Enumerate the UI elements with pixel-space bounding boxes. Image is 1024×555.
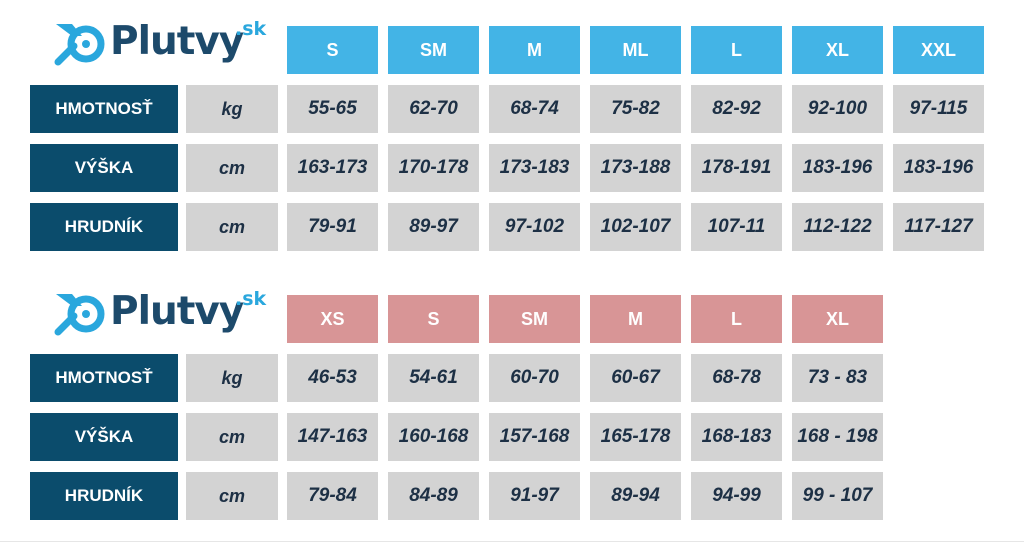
table-cell: 157-168 <box>489 413 580 461</box>
table-cell: 99 - 107 <box>792 472 883 520</box>
row-label-height: VÝŠKA <box>30 144 178 192</box>
table-cell: 62-70 <box>388 85 479 133</box>
size-header: XL <box>792 26 883 74</box>
table-cell: 73 - 83 <box>792 354 883 402</box>
table-cell: 170-178 <box>388 144 479 192</box>
table-cell: 173-188 <box>590 144 681 192</box>
row-unit: kg <box>186 85 278 133</box>
table-cell: 165-178 <box>590 413 681 461</box>
fin-logo-icon <box>54 24 105 66</box>
table-cell: 163-173 <box>287 144 378 192</box>
size-header: L <box>691 26 782 74</box>
size-header: SM <box>489 295 580 343</box>
table-cell: 183-196 <box>893 144 984 192</box>
table-cell: 178-191 <box>691 144 782 192</box>
table-cell: 79-84 <box>287 472 378 520</box>
row-unit: cm <box>186 413 278 461</box>
row-label-chest: HRUDNÍK <box>30 203 178 251</box>
divider <box>0 541 1024 542</box>
table-cell: 183-196 <box>792 144 883 192</box>
table-cell: 89-97 <box>388 203 479 251</box>
size-header: M <box>590 295 681 343</box>
table-cell: 84-89 <box>388 472 479 520</box>
table-cell: 46-53 <box>287 354 378 402</box>
size-header: S <box>388 295 479 343</box>
table-cell: 92-100 <box>792 85 883 133</box>
logo-tld: .sk <box>235 18 267 40</box>
table-cell: 68-74 <box>489 85 580 133</box>
size-header: S <box>287 26 378 74</box>
row-label-weight: HMOTNOSŤ <box>30 85 178 133</box>
table-cell: 54-61 <box>388 354 479 402</box>
table-cell: 97-115 <box>893 85 984 133</box>
size-header: SM <box>388 26 479 74</box>
table-cell: 168-183 <box>691 413 782 461</box>
table-cell: 68-78 <box>691 354 782 402</box>
table-cell: 107-11 <box>691 203 782 251</box>
table-cell: 60-67 <box>590 354 681 402</box>
table-cell: 89-94 <box>590 472 681 520</box>
table-cell: 94-99 <box>691 472 782 520</box>
row-unit: cm <box>186 472 278 520</box>
row-unit: cm <box>186 144 278 192</box>
size-header: M <box>489 26 580 74</box>
table-cell: 79-91 <box>287 203 378 251</box>
fin-logo-icon <box>54 294 105 336</box>
row-unit: kg <box>186 354 278 402</box>
table-cell: 147-163 <box>287 413 378 461</box>
logo-text: Plutvy <box>110 289 244 334</box>
table-cell: 160-168 <box>388 413 479 461</box>
table-cell: 97-102 <box>489 203 580 251</box>
size-header: XS <box>287 295 378 343</box>
row-label-chest: HRUDNÍK <box>30 472 178 520</box>
size-header: ML <box>590 26 681 74</box>
table-cell: 112-122 <box>792 203 883 251</box>
table-cell: 60-70 <box>489 354 580 402</box>
row-label-weight: HMOTNOSŤ <box>30 354 178 402</box>
logo-text: Plutvy <box>110 19 244 64</box>
size-header: XL <box>792 295 883 343</box>
size-header: XXL <box>893 26 984 74</box>
logo-tld: .sk <box>235 288 267 310</box>
table-cell: 168 - 198 <box>792 413 883 461</box>
table-cell: 173-183 <box>489 144 580 192</box>
row-label-height: VÝŠKA <box>30 413 178 461</box>
table-cell: 55-65 <box>287 85 378 133</box>
row-unit: cm <box>186 203 278 251</box>
size-header: L <box>691 295 782 343</box>
table-cell: 82-92 <box>691 85 782 133</box>
table-cell: 117-127 <box>893 203 984 251</box>
table-cell: 75-82 <box>590 85 681 133</box>
table-cell: 102-107 <box>590 203 681 251</box>
brand-logo: Plutvy .sk <box>52 16 272 70</box>
brand-logo: Plutvy .sk <box>52 286 272 340</box>
table-cell: 91-97 <box>489 472 580 520</box>
